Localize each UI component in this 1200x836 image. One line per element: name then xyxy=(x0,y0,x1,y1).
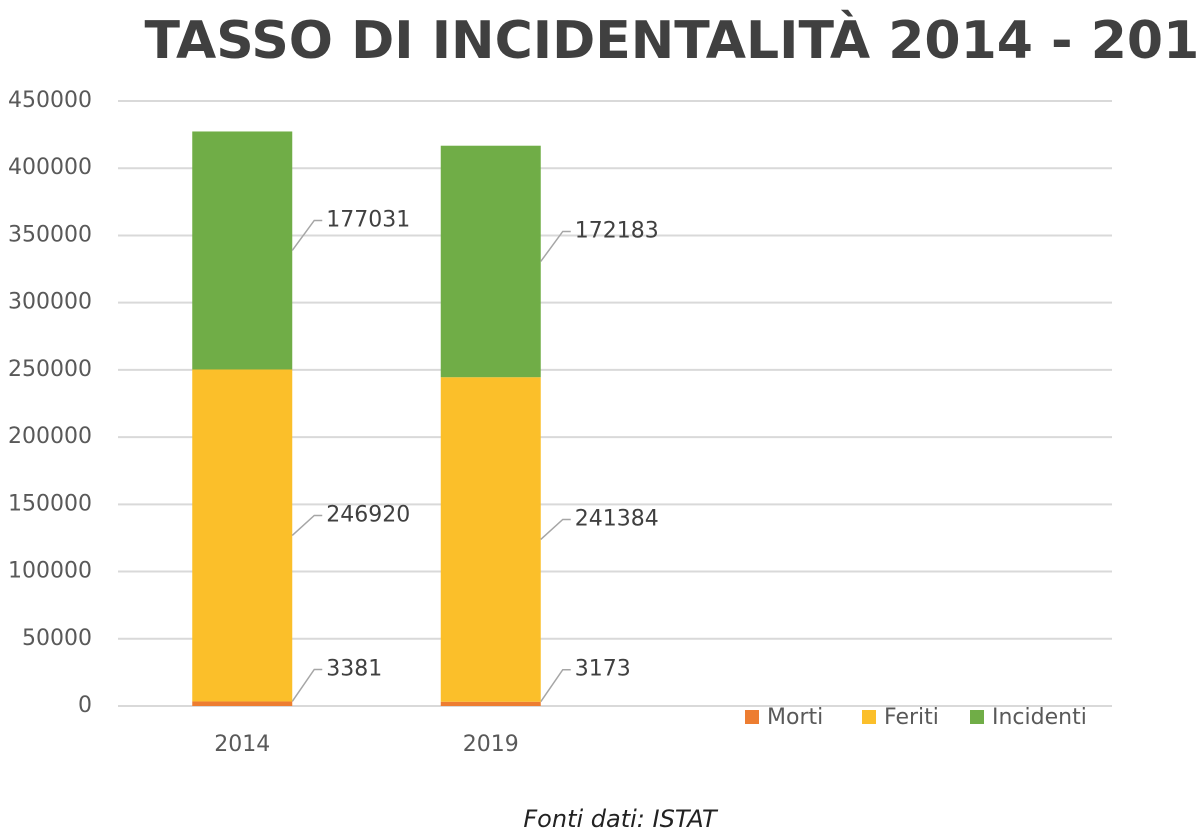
leader-line xyxy=(291,514,323,537)
data-label: 177031 xyxy=(326,207,410,232)
bar-segment xyxy=(440,701,541,706)
bar-segment xyxy=(192,131,293,370)
data-label: 3381 xyxy=(326,656,382,681)
leader-line xyxy=(540,518,571,541)
y-tick-label: 350000 xyxy=(8,222,92,247)
legend-label: Incidenti xyxy=(992,705,1087,730)
leader-line xyxy=(540,230,571,262)
y-tick-label: 450000 xyxy=(8,88,92,113)
bar-segment xyxy=(192,701,293,706)
bar-segment xyxy=(440,377,541,702)
y-tick-label: 150000 xyxy=(8,491,92,516)
y-tick-label: 100000 xyxy=(8,559,92,584)
legend-label: Feriti xyxy=(884,705,939,730)
y-tick-label: 200000 xyxy=(8,424,92,449)
chart-title: TASSO DI INCIDENTALITÀ 2014 - 2019 xyxy=(145,10,1200,71)
data-label: 3173 xyxy=(575,657,631,682)
legend-swatch xyxy=(862,710,876,724)
bar-segment xyxy=(192,369,293,702)
data-label: 172183 xyxy=(575,218,659,243)
bar-segment xyxy=(440,145,541,378)
data-label: 246920 xyxy=(326,502,410,527)
x-tick-label: 2019 xyxy=(463,732,519,757)
y-tick-label: 50000 xyxy=(22,626,92,651)
y-tick-label: 0 xyxy=(78,693,92,718)
y-tick-label: 250000 xyxy=(8,357,92,382)
leader-line xyxy=(540,668,571,703)
y-tick-label: 300000 xyxy=(8,290,92,315)
y-tick-label: 400000 xyxy=(8,155,92,180)
legend-swatch xyxy=(970,710,984,724)
leader-line xyxy=(291,668,323,702)
x-tick-label: 2014 xyxy=(214,732,270,757)
legend-swatch xyxy=(745,710,759,724)
legend-label: Morti xyxy=(767,705,823,730)
source-note: Fonti dati: ISTAT xyxy=(523,805,719,833)
data-label: 241384 xyxy=(575,506,659,531)
leader-line xyxy=(291,219,323,251)
